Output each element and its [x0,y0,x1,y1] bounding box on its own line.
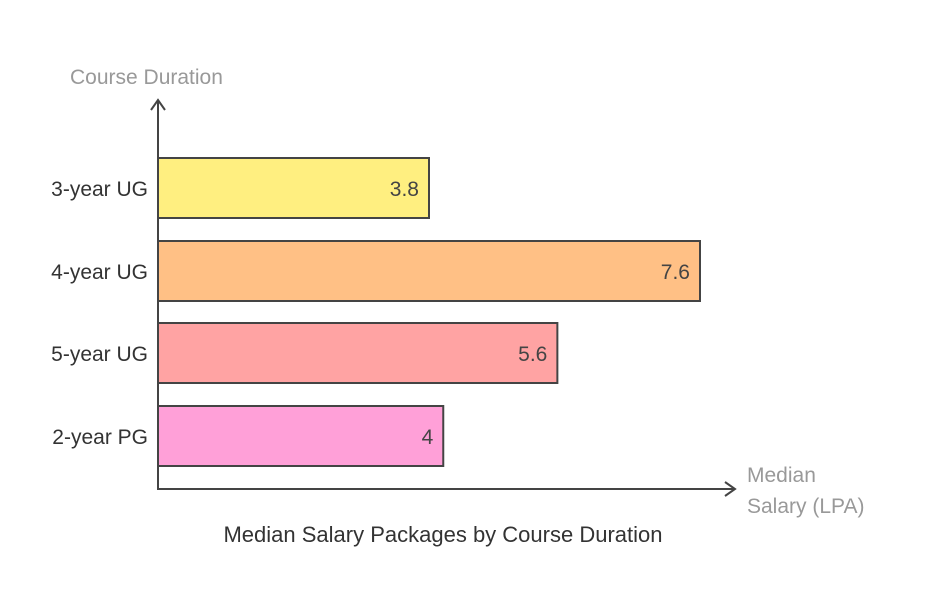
bar [157,405,445,467]
bar-value-label: 4 [422,426,434,449]
bar-value-label: 3.8 [390,178,419,201]
bar-value-label: 7.6 [661,261,690,284]
category-label: 2-year PG [52,426,148,449]
bar-value-label: 5.6 [518,343,547,366]
x-axis-title-line1: Median [747,464,816,487]
bar [157,240,701,302]
category-label: 5-year UG [51,343,148,366]
chart-title: Median Salary Packages by Course Duratio… [223,522,662,547]
x-axis-arrow-icon [724,481,737,497]
category-label: 4-year UG [51,261,148,284]
y-axis-title: Course Duration [70,66,223,89]
category-label: 3-year UG [51,178,148,201]
bar [157,157,430,219]
y-axis-arrow-icon [150,98,166,111]
x-axis-title-line2: Salary (LPA) [747,495,864,518]
bar [157,322,559,384]
